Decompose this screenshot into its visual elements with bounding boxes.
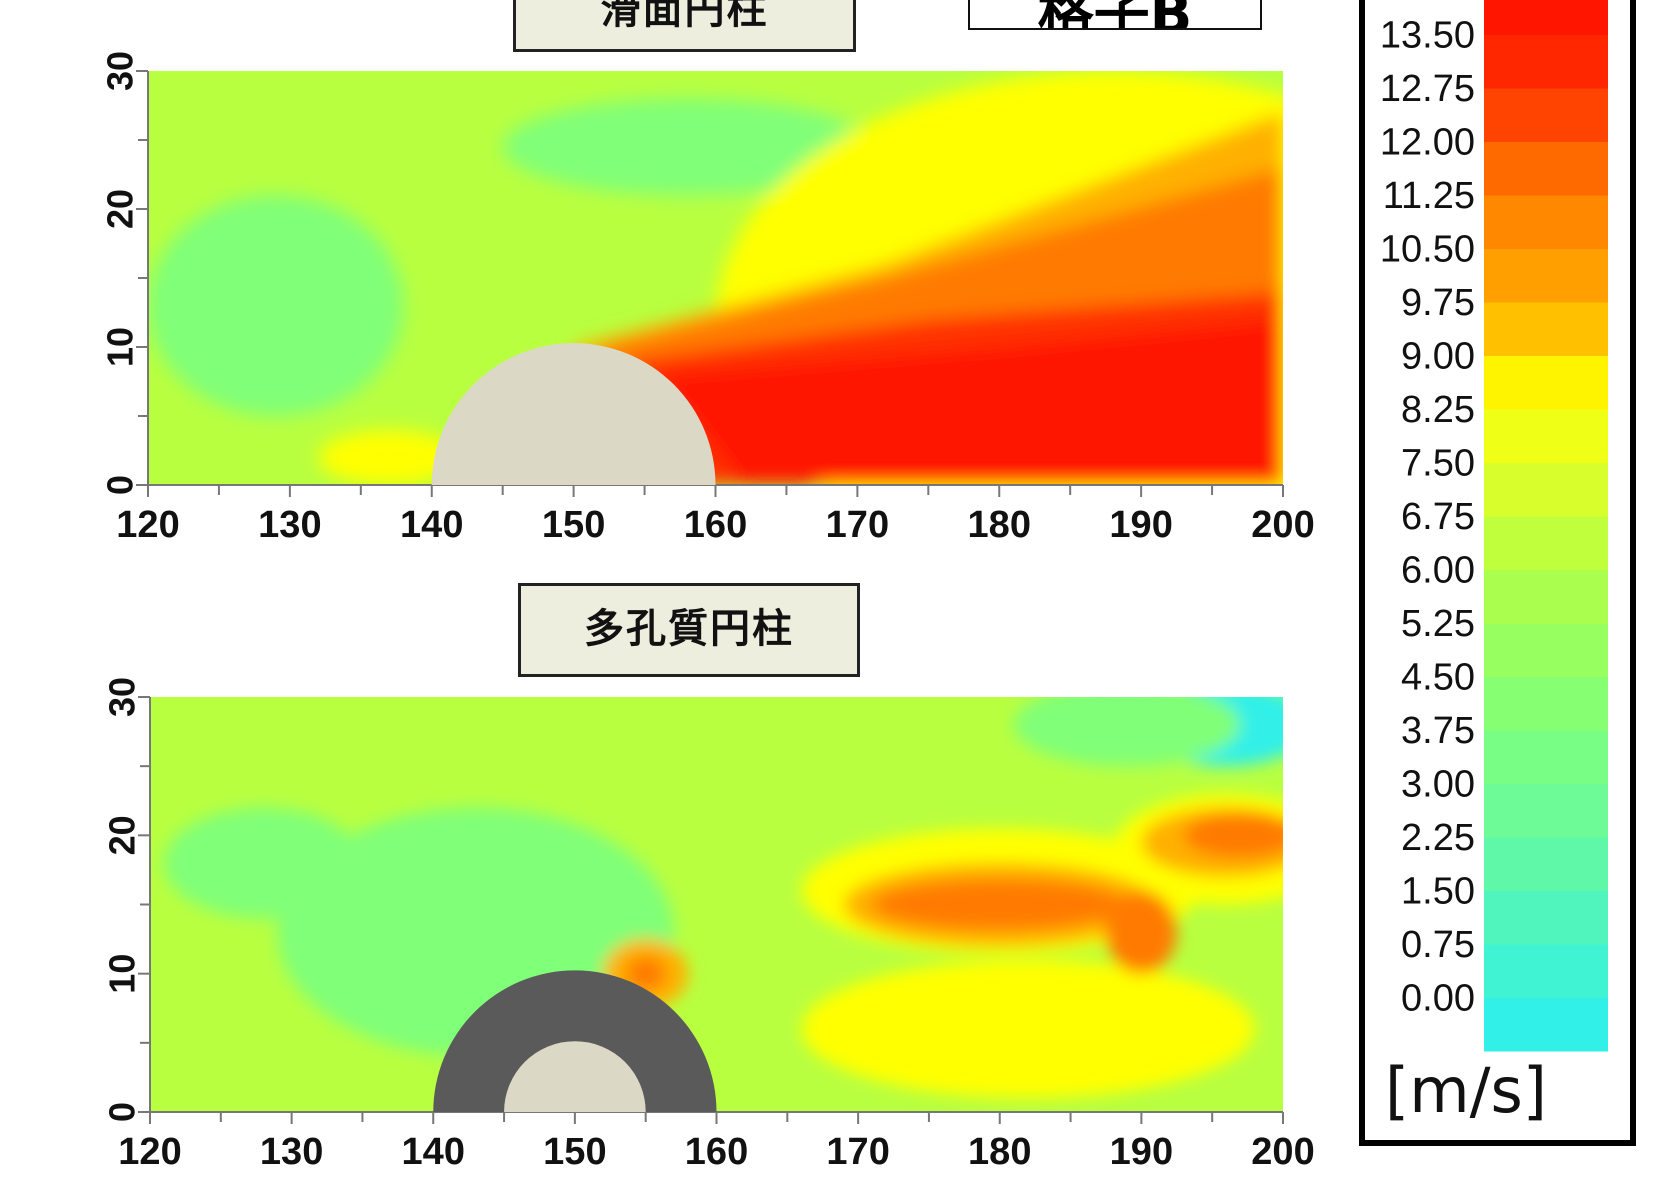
colorbar-tick-label: 6.75 [1401, 496, 1475, 538]
plot-porous-cylinder: 120 130 140 150 160 170 180 190 200 0 10 20 30 [102, 677, 1315, 1173]
colorbar-band [1484, 195, 1608, 249]
x-tick-label: 130 [260, 1131, 323, 1173]
colorbar-tick-label: 13.50 [1380, 15, 1475, 57]
colorbar-tick-label: 3.00 [1401, 764, 1475, 806]
x-tick-label: 180 [968, 1131, 1031, 1173]
porous-cylinder-core [504, 1041, 646, 1112]
field-blend [164, 697, 1283, 1099]
y-tick-label: 20 [100, 189, 141, 229]
colorbar-tick-label: 1.50 [1401, 871, 1475, 913]
axes: 120 130 140 150 160 170 180 190 200 0 10 20 30 [100, 51, 1315, 546]
colorbar-band [1484, 355, 1608, 410]
x-tick-label: 160 [685, 1131, 748, 1173]
colorbar-band [1484, 88, 1608, 142]
y-tick-label: 0 [100, 475, 141, 495]
colorbar-tick-label: 6.00 [1401, 550, 1475, 592]
colorbar-band [1484, 676, 1608, 731]
colorbar-tick-label: 9.00 [1401, 336, 1475, 378]
colorbar-unit: [m/s] [1385, 1054, 1547, 1127]
colorbar-tick-label: 11.25 [1383, 175, 1475, 217]
x-tick-label: 200 [1251, 504, 1314, 546]
region-orange-drop [1105, 890, 1177, 974]
region-orange-core [872, 879, 1128, 930]
region-yellow-left [318, 429, 461, 485]
y-tick-label: 10 [100, 327, 141, 367]
colorbar-tick-label: 10.50 [1380, 229, 1475, 271]
colorbar-tick-label: 0.00 [1401, 978, 1475, 1020]
y-tick-label: 30 [102, 677, 143, 717]
colorbar-tick-label: 2.25 [1401, 817, 1475, 859]
region-red-core [658, 319, 1283, 485]
colorbar-tick-label: 5.25 [1401, 603, 1475, 645]
colorbar: 13.50 12.75 12.00 11.25 10.50 9.75 9.00 8.25 7.5… [1359, 0, 1636, 1146]
x-tick-label: 180 [968, 504, 1031, 546]
colorbar-band [1484, 997, 1608, 1052]
colorbar-band [1484, 409, 1608, 463]
colorbar-band [1484, 890, 1608, 945]
y-tick-label: 30 [100, 51, 141, 91]
contour-field [148, 71, 1283, 485]
y-tick-label: 10 [102, 954, 143, 994]
x-tick-label: 130 [258, 504, 321, 546]
y-tick-label: 0 [102, 1102, 143, 1122]
x-tick-label: 190 [1110, 1131, 1173, 1173]
panel-title-smooth: 滑面円柱 [513, 0, 856, 52]
x-tick-label: 150 [542, 504, 605, 546]
axes: 120 130 140 150 160 170 180 190 200 0 10 20 30 [102, 677, 1315, 1173]
panel-title-porous: 多孔質円柱 [518, 583, 860, 677]
colorbar-band [1484, 783, 1608, 838]
colorbar-band [1484, 302, 1608, 356]
colorbar-tick-label: 7.50 [1401, 443, 1475, 485]
colorbar-tick-label: 3.75 [1401, 710, 1475, 752]
x-tick-label: 150 [543, 1131, 606, 1173]
x-tick-label: 170 [826, 1131, 889, 1173]
region-low-top [502, 98, 872, 196]
colorbar-band [1484, 34, 1608, 89]
contour-field [150, 697, 1283, 1112]
colorbar-tick-label: 12.75 [1380, 68, 1475, 110]
colorbar-tick-label: 12.00 [1380, 122, 1475, 164]
y-tick-label: 20 [102, 815, 143, 855]
region-orange-right-core [1183, 813, 1283, 858]
colorbar-band [1484, 837, 1608, 891]
region-low-topright [1013, 697, 1241, 767]
x-tick-label: 160 [684, 504, 747, 546]
colorbar-band [1484, 248, 1608, 303]
x-tick-label: 140 [400, 504, 463, 546]
colorbar-tick-label: 9.75 [1401, 282, 1475, 324]
region-low-left [148, 195, 404, 416]
colorbar-band [1484, 569, 1608, 624]
x-tick-label: 120 [118, 1131, 181, 1173]
colorbar-band [1484, 944, 1608, 998]
x-tick-label: 170 [826, 504, 889, 546]
smooth-cylinder [431, 343, 716, 485]
x-tick-label: 190 [1109, 504, 1172, 546]
colorbar-band [1484, 516, 1608, 570]
colorbar-tick-label: 8.25 [1401, 389, 1475, 431]
region-yellow-low [801, 959, 1255, 1099]
region-low-left [164, 807, 363, 919]
colorbar-band [1484, 0, 1608, 35]
grid-label: 格子B [968, 0, 1262, 30]
x-tick-label: 200 [1251, 1131, 1314, 1173]
colorbar-band [1484, 462, 1608, 517]
x-tick-label: 120 [116, 504, 179, 546]
region-spot-core [625, 957, 666, 991]
colorbar-band [1484, 730, 1608, 784]
x-tick-label: 140 [402, 1131, 465, 1173]
plot-smooth-cylinder: 120 130 140 150 160 170 180 190 200 0 10 20 30 [100, 51, 1315, 546]
colorbar-band [1484, 141, 1608, 196]
field-blend [148, 71, 1283, 485]
colorbar-tick-label: 0.75 [1401, 924, 1475, 966]
colorbar-band [1484, 623, 1608, 677]
colorbar-frame [1359, 0, 1636, 1146]
colorbar-tick-label: 4.50 [1401, 657, 1475, 699]
